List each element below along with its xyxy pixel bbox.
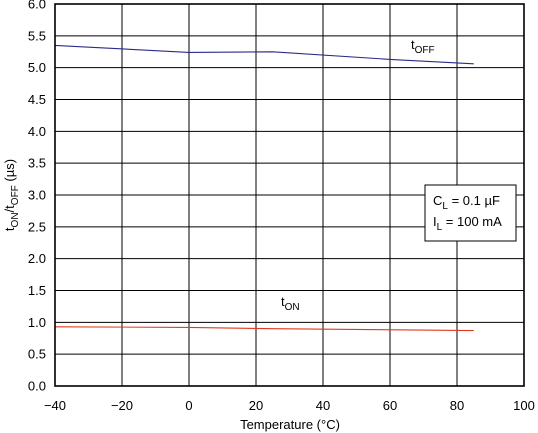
x-axis-title: Temperature (°C)	[240, 417, 340, 432]
series-label-ton: tON	[281, 294, 300, 313]
y-tick-label: 2.0	[28, 251, 46, 266]
y-tick-label: 3.5	[28, 156, 46, 171]
x-tick-label: 20	[249, 398, 263, 413]
y-tick-label: 3.0	[28, 188, 46, 203]
y-tick-label: 5.0	[28, 60, 46, 75]
y-tick-labels: 0.0 0.5 1.0 1.5 2.0 2.5 3.0 3.5 4.0 4.5 5.0 5.5 6.0	[28, 0, 46, 394]
series-label-toff: tOFF	[411, 37, 435, 56]
y-axis-title: tON/tOFF (µs)	[2, 159, 21, 231]
y-tick-label: 1.5	[28, 283, 46, 298]
y-tick-label: 6.0	[28, 0, 46, 12]
y-tick-label: 0.0	[28, 379, 46, 394]
x-tick-label: −40	[44, 398, 66, 413]
x-tick-labels: −40 −20 0 20 40 60 80 100	[44, 398, 535, 413]
x-tick-label: 0	[185, 398, 192, 413]
y-tick-label: 0.5	[28, 347, 46, 362]
conditions-box	[424, 184, 517, 242]
x-tick-label: 60	[383, 398, 397, 413]
x-tick-label: 80	[450, 398, 464, 413]
x-tick-label: 100	[513, 398, 535, 413]
x-tick-label: 40	[316, 398, 330, 413]
conditions-capacitance: CL = 0.1 µF	[433, 193, 500, 212]
plot-frame	[54, 3, 525, 387]
y-tick-label: 4.5	[28, 92, 46, 107]
series-line-toff	[54, 44, 474, 65]
y-tick-label: 5.5	[28, 28, 46, 43]
series-lines	[54, 44, 474, 332]
y-tick-label: 2.5	[28, 219, 46, 234]
series-line-ton	[54, 326, 474, 332]
y-tick-label: 1.0	[28, 315, 46, 330]
y-tick-label: 4.0	[28, 124, 46, 139]
conditions-current: IL = 100 mA	[433, 214, 502, 233]
x-tick-label: −20	[111, 398, 133, 413]
